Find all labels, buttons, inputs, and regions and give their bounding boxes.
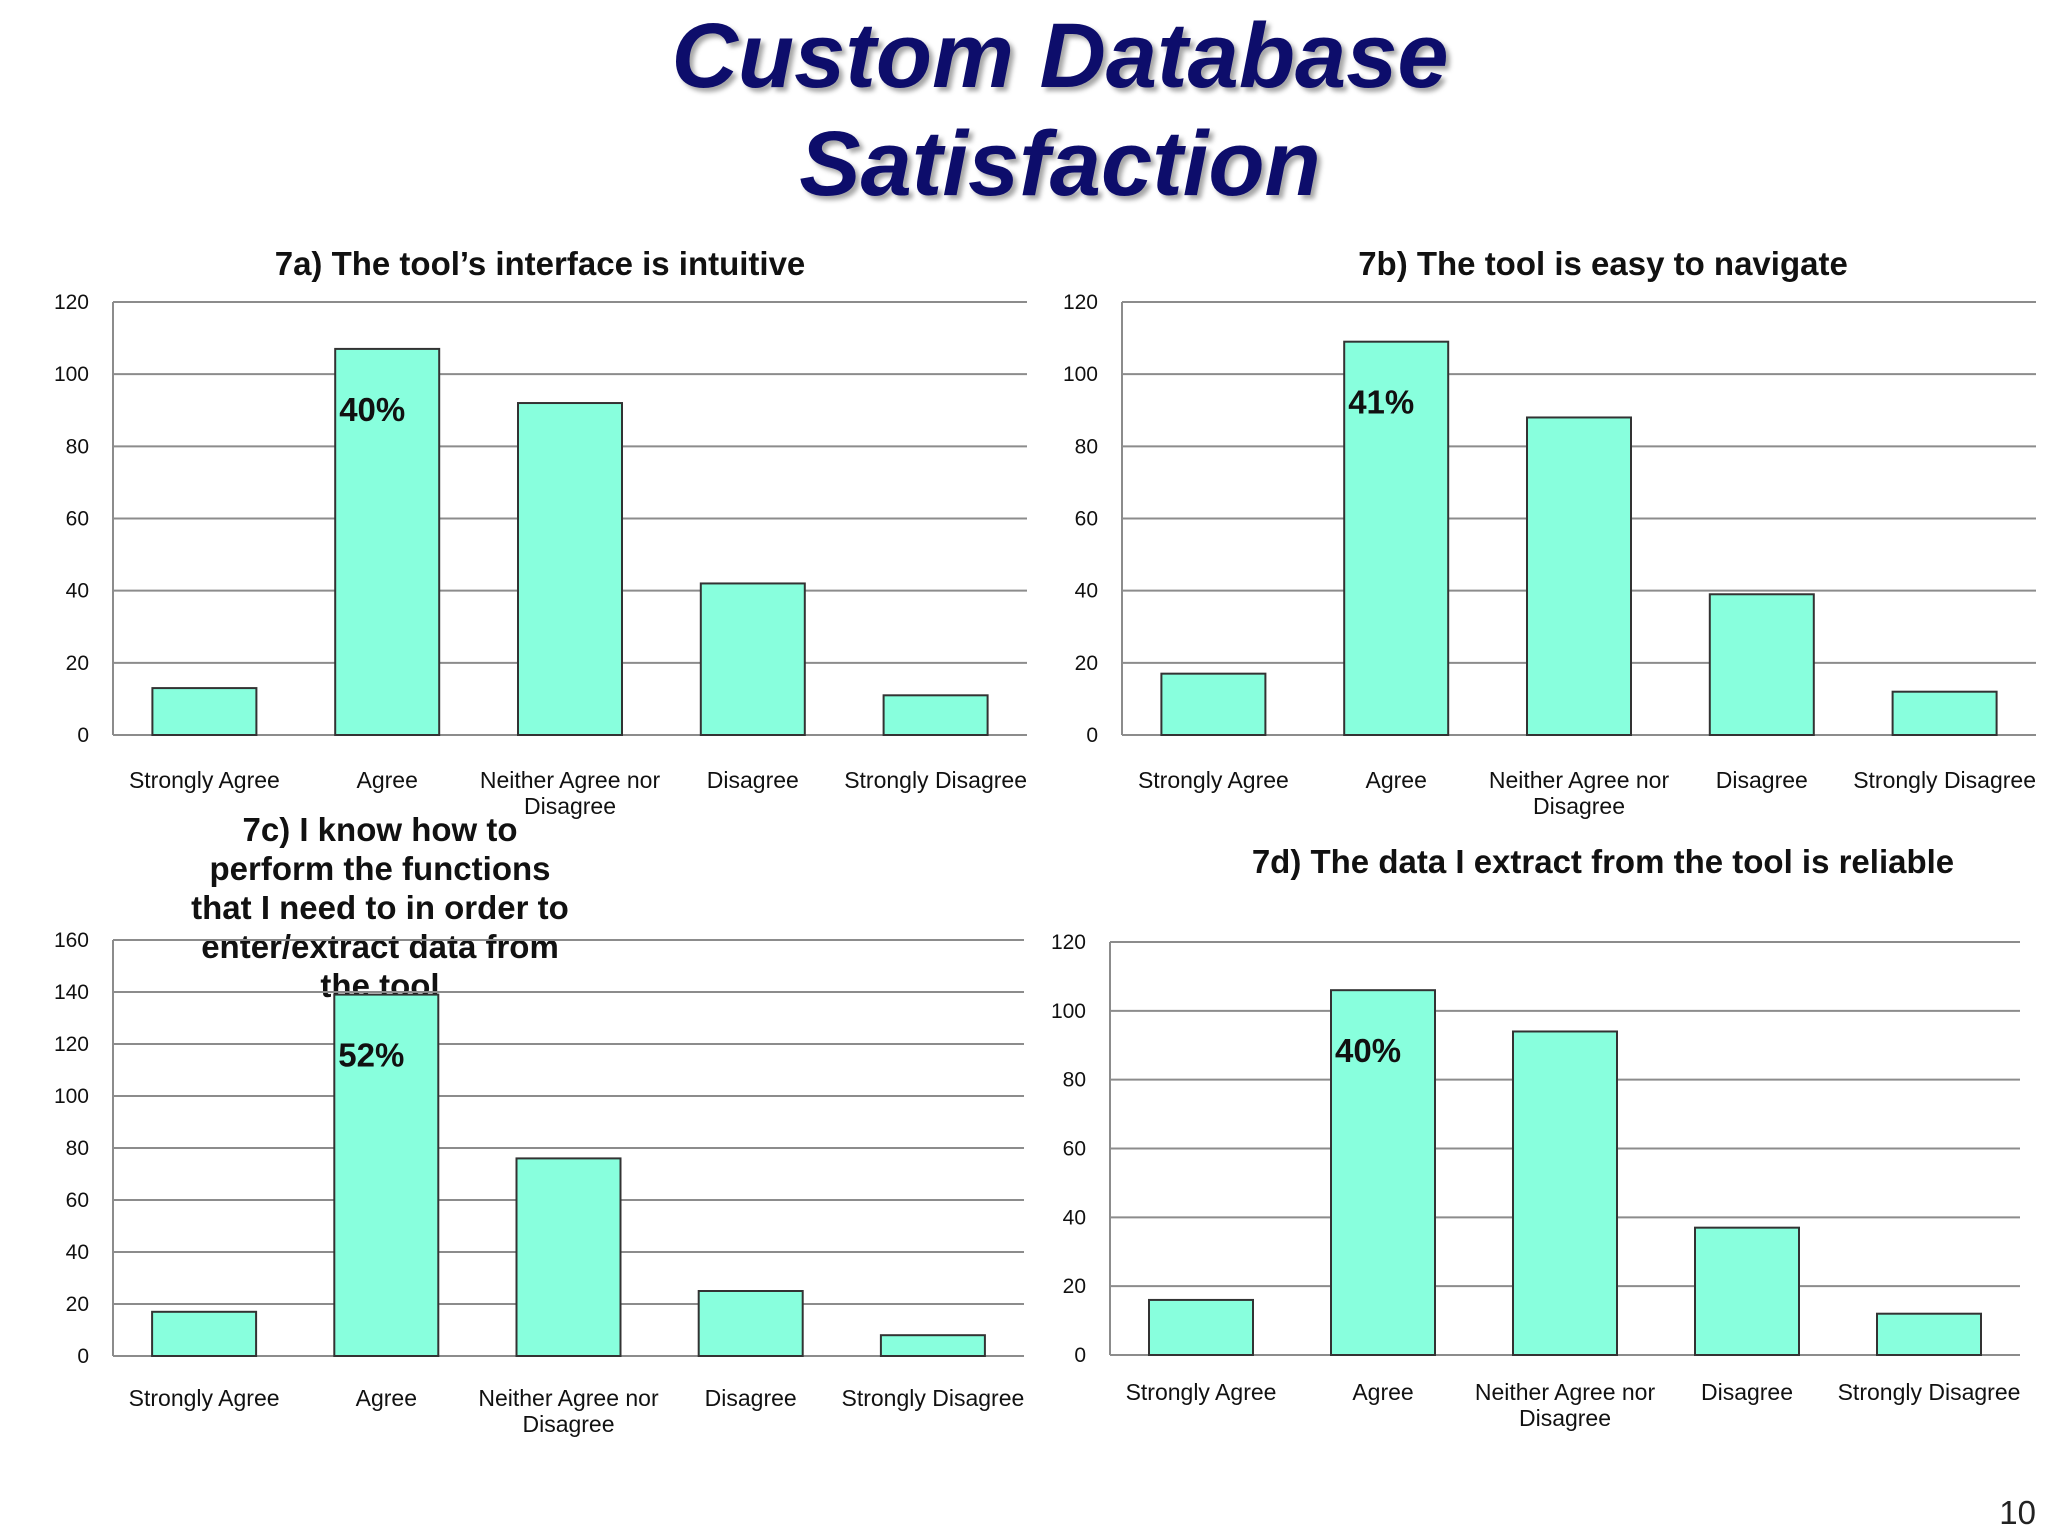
y-tick-label: 100 xyxy=(54,363,89,386)
y-tick-label: 0 xyxy=(77,1345,89,1368)
bar-neither-agree-nor-disagree xyxy=(517,402,623,737)
y-tick-label: 100 xyxy=(54,1085,89,1108)
chart-panel-7b: 7b) The tool is easy to navigate 0 20 40 60… xyxy=(1008,240,2048,820)
bar-strongly-agree xyxy=(1160,672,1267,736)
y-tick-label: 60 xyxy=(1075,508,1098,531)
x-category-label: Disagree xyxy=(1519,1405,1611,1431)
y-tick-label: 40 xyxy=(66,580,89,603)
y-tick-label: 20 xyxy=(66,652,89,675)
data-label-percent: 40% xyxy=(1335,1032,1401,1069)
x-category-label: Strongly Agree xyxy=(1126,1379,1277,1405)
y-tick-label: 160 xyxy=(54,929,89,952)
y-tick-label: 40 xyxy=(1075,580,1098,603)
bar-neither-agree-nor-disagree xyxy=(515,1157,622,1357)
bar-neither-agree-nor-disagree xyxy=(1512,1030,1618,1356)
bar-strongly-disagree xyxy=(879,1334,986,1358)
y-tick-label: 100 xyxy=(1051,1000,1086,1023)
page-number: 10 xyxy=(1999,1494,2036,1531)
chart-title-7a: 7a) The tool’s interface is intuitive xyxy=(274,245,806,282)
x-category-label: Agree xyxy=(357,767,418,793)
chart-panel-7d: 7d) The data I extract from the tool is … xyxy=(1008,810,2048,1450)
slide-title-line-2: Satisfaction xyxy=(799,113,1321,215)
x-category-label: Strongly Agree xyxy=(129,1385,280,1411)
x-category-label: Agree xyxy=(356,1385,417,1411)
x-category-label: Agree xyxy=(1352,1379,1413,1405)
x-category-label: Disagree xyxy=(1533,793,1625,819)
y-tick-label: 120 xyxy=(54,1033,89,1056)
y-tick-label: 80 xyxy=(1075,435,1098,458)
y-tick-label: 80 xyxy=(66,1137,89,1160)
y-tick-label: 60 xyxy=(66,508,89,531)
x-category-label: Strongly Disagree xyxy=(1838,1379,2021,1405)
x-category-label: Agree xyxy=(1366,767,1427,793)
y-tick-label: 0 xyxy=(1086,724,1098,747)
chart-panel-7c: 7c) I know how to perform the functions … xyxy=(0,810,1040,1450)
y-tick-label: 40 xyxy=(1063,1206,1086,1229)
bar-strongly-agree xyxy=(151,1310,258,1357)
x-category-label: Neither Agree nor xyxy=(1489,767,1670,793)
x-category-label: Neither Agree nor xyxy=(480,767,661,793)
y-tick-label: 20 xyxy=(1075,652,1098,675)
chart-panel-7a: 7a) The tool’s interface is intuitive 0 2… xyxy=(0,240,1040,820)
bar-agree xyxy=(333,993,440,1357)
data-label-percent: 40% xyxy=(339,391,405,428)
y-tick-label: 40 xyxy=(66,1241,89,1264)
data-label-percent: 41% xyxy=(1348,384,1414,421)
bar-strongly-agree xyxy=(151,687,258,737)
y-tick-label: 60 xyxy=(1063,1138,1086,1161)
chart-title-7d: 7d) The data I extract from the tool is … xyxy=(1251,843,1955,880)
x-category-label: Strongly Disagree xyxy=(844,767,1027,793)
bar-chart-7b: 0 20 40 60 80 100 120 Strongly Agree Agree 41% Nei… xyxy=(1063,291,2036,819)
y-tick-label: 120 xyxy=(1051,931,1086,954)
bar-strongly-agree xyxy=(1148,1298,1254,1356)
x-category-label: Disagree xyxy=(707,767,799,793)
bar-disagree xyxy=(1694,1226,1800,1356)
y-tick-label: 140 xyxy=(54,981,89,1004)
x-category-label: Disagree xyxy=(522,1411,614,1437)
bar-agree xyxy=(1330,989,1436,1357)
y-tick-label: 80 xyxy=(1063,1069,1086,1092)
bar-agree xyxy=(334,347,441,737)
x-category-label: Disagree xyxy=(1701,1379,1793,1405)
y-tick-label: 0 xyxy=(1074,1344,1086,1367)
slide-title: Custom Database Satisfaction xyxy=(0,2,2048,218)
y-tick-label: 100 xyxy=(1063,363,1098,386)
bar-chart-7a: 0 20 40 60 80 100 120 Strongly Agree Agree 40% Nei… xyxy=(54,291,1027,819)
bar-disagree xyxy=(699,582,806,737)
bar-strongly-disagree xyxy=(1876,1312,1982,1357)
x-category-label: Strongly Disagree xyxy=(841,1385,1024,1411)
x-category-label: Strongly Disagree xyxy=(1853,767,2036,793)
y-tick-label: 60 xyxy=(66,1189,89,1212)
y-tick-label: 0 xyxy=(77,724,89,747)
bar-disagree xyxy=(1708,593,1815,736)
slide-title-line-1: Custom Database xyxy=(671,5,1449,107)
y-tick-label: 20 xyxy=(66,1293,89,1316)
x-category-label: Disagree xyxy=(705,1385,797,1411)
x-category-label: Disagree xyxy=(1716,767,1808,793)
y-tick-label: 120 xyxy=(1063,291,1098,314)
bar-strongly-disagree xyxy=(1891,690,1998,737)
bar-disagree xyxy=(697,1290,804,1357)
y-tick-label: 80 xyxy=(66,435,89,458)
x-category-label: Strongly Agree xyxy=(129,767,280,793)
bar-chart-7c: 0 20 40 60 80 100 120 140 160 Strongly Agree Agree… xyxy=(54,929,1024,1437)
bar-neither-agree-nor-disagree xyxy=(1526,416,1632,736)
x-category-label: Neither Agree nor xyxy=(478,1385,659,1411)
bar-agree xyxy=(1343,340,1450,736)
bar-chart-7d: 0 20 40 60 80 100 120 Strongly Agree Agree 40% Nei… xyxy=(1051,931,2021,1431)
data-label-percent: 52% xyxy=(338,1037,404,1074)
y-tick-label: 20 xyxy=(1063,1275,1086,1298)
bar-strongly-disagree xyxy=(882,694,989,736)
chart-title-7b: 7b) The tool is easy to navigate xyxy=(1358,245,1848,282)
x-category-label: Disagree xyxy=(524,793,616,819)
y-tick-label: 120 xyxy=(54,291,89,314)
x-category-label: Strongly Agree xyxy=(1138,767,1289,793)
x-category-label: Neither Agree nor xyxy=(1475,1379,1656,1405)
